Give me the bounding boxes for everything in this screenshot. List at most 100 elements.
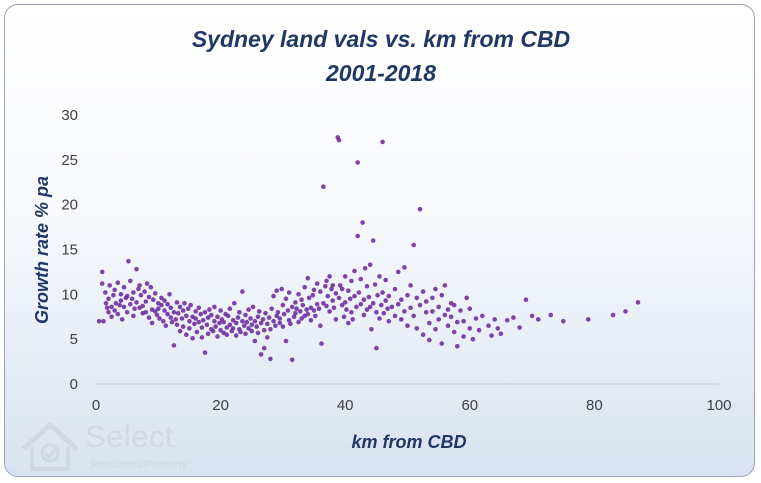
scatter-point — [362, 266, 368, 271]
scatter-point — [342, 300, 348, 305]
scatter-point — [370, 301, 376, 306]
scatter-point — [136, 286, 141, 292]
scatter-point — [486, 323, 491, 329]
scatter-point — [142, 289, 147, 294]
scatter-point — [225, 313, 231, 319]
scatter-point — [134, 300, 139, 305]
scatter-point — [111, 292, 116, 298]
scatter-point — [318, 289, 323, 294]
chart-title-line-1: Sydney land vals vs. km from CBD — [192, 26, 570, 52]
scatter-point — [250, 304, 256, 310]
scatter-point — [370, 238, 376, 243]
y-tick-label: 30 — [61, 107, 78, 124]
scatter-point — [623, 309, 628, 314]
scatter-point — [414, 326, 420, 331]
scatter-point — [279, 286, 285, 292]
scatter-point — [140, 303, 145, 309]
scatter-point — [381, 310, 387, 316]
scatter-point — [523, 297, 529, 303]
scatter-point — [101, 318, 106, 324]
scatter-point — [430, 309, 435, 314]
scatter-point — [402, 265, 407, 270]
scatter-point — [199, 335, 205, 340]
y-axis-title: Growth rate % pa — [32, 176, 52, 324]
scatter-point — [96, 318, 102, 324]
scatter-point — [346, 288, 351, 294]
house-logo-icon — [21, 422, 79, 471]
watermark-logo: Select ResidentialProperty — [17, 419, 207, 476]
scatter-point — [296, 319, 301, 325]
scatter-point — [377, 274, 382, 279]
scatter-point — [109, 304, 114, 310]
scatter-point — [305, 311, 311, 317]
scatter-point — [395, 269, 401, 275]
scatter-point — [414, 295, 420, 301]
scatter-point — [175, 310, 181, 316]
scatter-point — [304, 307, 309, 312]
scatter-point — [548, 312, 554, 318]
scatter-point — [255, 330, 261, 336]
scatter-point — [280, 302, 286, 308]
scatter-point — [352, 293, 357, 299]
scatter-point — [352, 268, 357, 274]
scatter-point — [235, 315, 241, 320]
scatter-point — [408, 305, 413, 311]
scatter-point — [356, 290, 362, 295]
scatter-point — [199, 325, 205, 330]
scatter-point — [200, 318, 206, 323]
scatter-point — [319, 341, 324, 346]
scatter-point — [355, 233, 361, 239]
scatter-point — [190, 336, 195, 341]
scatter-point — [314, 301, 320, 307]
scatter-point — [174, 300, 180, 305]
scatter-point — [296, 292, 301, 297]
scatter-point — [168, 315, 174, 320]
scatter-point — [288, 321, 293, 327]
scatter-point — [240, 318, 245, 324]
scatter-point — [146, 315, 152, 320]
scatter-point — [230, 318, 236, 323]
scatter-point — [131, 290, 136, 295]
scatter-point — [366, 294, 372, 300]
scatter-point — [215, 314, 220, 320]
scatter-point — [361, 312, 367, 318]
scatter-point — [268, 327, 273, 332]
scatter-point — [184, 313, 189, 319]
scatter-point — [218, 327, 223, 333]
scatter-point — [283, 338, 289, 344]
scatter-point — [321, 301, 326, 306]
scatter-point — [103, 290, 108, 295]
scatter-point — [99, 281, 105, 286]
scatter-point — [280, 324, 286, 329]
scatter-point — [306, 295, 312, 301]
scatter-point — [188, 302, 193, 308]
scatter-point — [103, 301, 109, 306]
scatter-point — [149, 320, 155, 326]
scatter-point — [174, 322, 180, 328]
scatter-point — [308, 305, 314, 311]
scatter-point — [325, 293, 331, 299]
scatter-point — [210, 328, 216, 334]
scatter-point — [146, 294, 152, 300]
scatter-point — [275, 310, 281, 315]
scatter-point — [439, 341, 445, 346]
scatter-point — [112, 308, 117, 313]
scatter-point — [263, 310, 268, 316]
scatter-point — [361, 297, 367, 303]
scatter-point — [461, 318, 466, 324]
scatter-point — [433, 286, 438, 292]
scatter-point — [337, 283, 343, 288]
scatter-point — [202, 350, 208, 355]
scatter-point — [118, 292, 124, 297]
scatter-point — [115, 311, 121, 317]
scatter-point — [187, 318, 192, 324]
scatter-point — [336, 137, 342, 143]
y-tick-label: 0 — [70, 376, 78, 393]
scatter-point — [458, 308, 463, 313]
scatter-point — [177, 304, 183, 310]
scatter-point — [321, 184, 326, 189]
scatter-point — [237, 310, 242, 315]
scatter-point — [302, 284, 308, 290]
scatter-point — [129, 296, 135, 302]
scatter-point — [411, 313, 417, 319]
